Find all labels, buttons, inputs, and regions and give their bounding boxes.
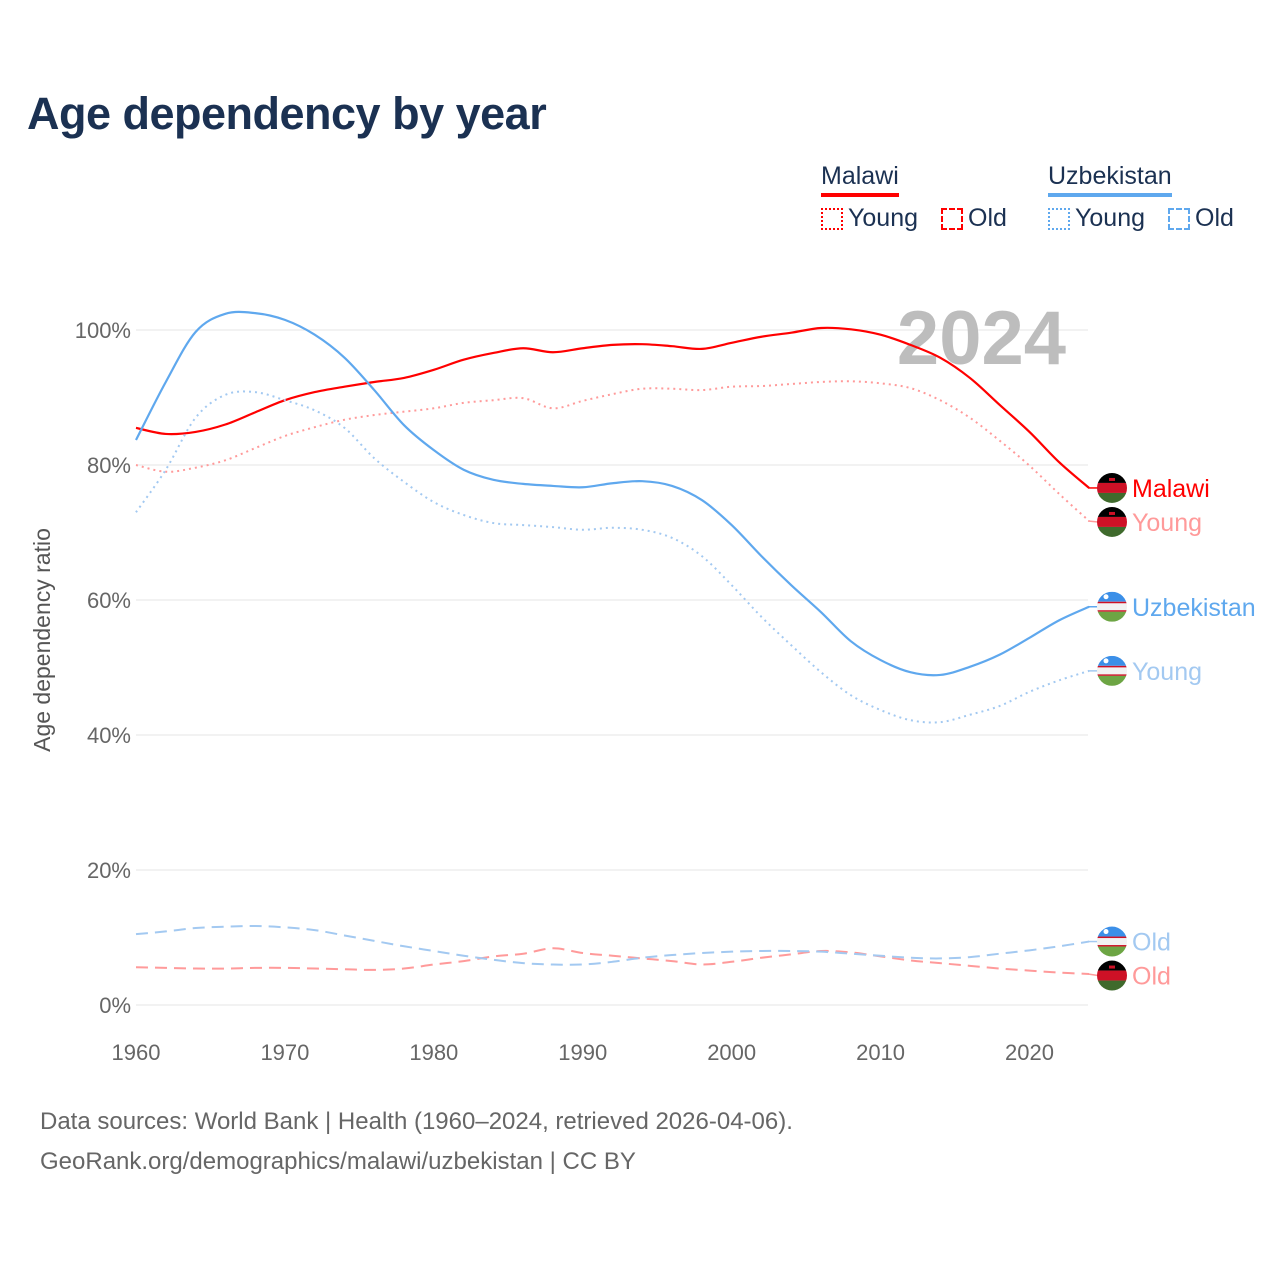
end-label-malawi-young: Young (1087, 506, 1202, 537)
flag-stripe (1097, 945, 1127, 947)
x-tick-label: 2000 (707, 1040, 756, 1065)
flag-sun (1109, 965, 1115, 969)
end-label-text: Young (1132, 658, 1202, 686)
y-tick-label: 0% (99, 993, 131, 1018)
legend-malawi-old[interactable]: Old (941, 204, 1007, 233)
flag-stripe (1097, 516, 1127, 527)
flag-stripe (1097, 526, 1127, 537)
flag-stripe (1097, 655, 1127, 666)
flag-stripe (1097, 970, 1127, 981)
x-tick-label: 2020 (1005, 1040, 1054, 1065)
y-axis-label: Age dependency ratio (29, 528, 55, 752)
uzbekistan-flag-icon (1097, 655, 1127, 686)
flag-moon (1103, 929, 1109, 935)
y-tick-label: 60% (87, 588, 131, 613)
flag-stripe (1097, 482, 1127, 493)
flag-stripe (1097, 601, 1127, 604)
series-line-malawi (135, 326, 1090, 489)
year-overlay: 2024 (897, 296, 1066, 381)
flag-stripe (1097, 665, 1127, 676)
end-label-uzbekistan: Uzbekistan (1088, 591, 1256, 622)
end-label-text: Old (1132, 929, 1171, 957)
legend-malawi[interactable]: Malawi (821, 162, 899, 197)
flag-stripe (1097, 610, 1127, 612)
flag-stripe (1097, 675, 1127, 686)
end-label-text: Malawi (1132, 475, 1210, 503)
y-tick-label: 40% (87, 723, 131, 748)
flag-stripe (1097, 936, 1127, 939)
legend-label: Old (968, 204, 1007, 232)
flag-stripe (1097, 674, 1127, 676)
x-tick-label: 1980 (409, 1040, 458, 1065)
chart-title: Age dependency by year (27, 88, 547, 139)
malawi-flag-icon (1097, 506, 1127, 537)
uzbekistan-flag-icon (1097, 926, 1127, 957)
series-line-uzbekistan-old (135, 925, 1090, 966)
malawi-flag-icon (1097, 960, 1127, 991)
flag-stripe (1097, 611, 1127, 622)
legend-uzbekistan-young[interactable]: Young (1048, 204, 1145, 233)
end-label-malawi-old: Old (1087, 960, 1171, 991)
legend-label: Young (1075, 204, 1145, 232)
flag-stripe (1097, 936, 1127, 947)
flag-stripe (1097, 591, 1127, 602)
x-tick-label: 2010 (856, 1040, 905, 1065)
end-label-text: Uzbekistan (1132, 594, 1256, 622)
dotted-swatch-icon (1048, 207, 1070, 230)
flag-stripe (1097, 980, 1127, 991)
source-line-2[interactable]: GeoRank.org/demographics/malawi/uzbekist… (40, 1148, 636, 1175)
x-tick-label: 1990 (558, 1040, 607, 1065)
legend-uzbekistan-old[interactable]: Old (1168, 204, 1234, 233)
flag-stripe (1097, 665, 1127, 668)
x-tick-label: 1970 (260, 1040, 309, 1065)
flag-sun (1109, 477, 1115, 481)
flag-stripe (1097, 926, 1127, 937)
legend-uzbekistan[interactable]: Uzbekistan (1048, 162, 1172, 197)
dashed-swatch-icon (941, 207, 963, 230)
end-label-malawi: Malawi (1088, 472, 1210, 503)
legend-label: Old (1195, 204, 1234, 232)
series-line-uzbekistan-young (135, 390, 1090, 724)
legend-label: Young (848, 204, 918, 232)
end-label-text: Young (1132, 509, 1202, 537)
leader-line (1087, 973, 1099, 977)
y-tick-label: 80% (87, 453, 131, 478)
flag-moon (1103, 658, 1109, 664)
malawi-flag-icon (1097, 472, 1127, 503)
end-label-uzbekistan-young: Young (1088, 655, 1202, 686)
series-line-malawi-old (135, 947, 1090, 975)
flag-sun (1109, 511, 1115, 515)
source-line-1: Data sources: World Bank | Health (1960–… (40, 1108, 793, 1135)
dotted-swatch-icon (821, 207, 843, 230)
legend-malawi-young[interactable]: Young (821, 204, 918, 233)
dashed-swatch-icon (1168, 207, 1190, 230)
end-label-text: Old (1132, 963, 1171, 991)
leader-line (1087, 520, 1099, 523)
flag-stripe (1097, 946, 1127, 957)
end-label-uzbekistan-old: Old (1088, 926, 1171, 957)
x-tick-label: 1960 (112, 1040, 161, 1065)
flag-stripe (1097, 492, 1127, 503)
uzbekistan-flag-icon (1097, 591, 1127, 622)
y-tick-label: 20% (87, 858, 131, 883)
flag-stripe (1097, 601, 1127, 612)
flag-moon (1103, 594, 1109, 600)
series-line-uzbekistan (135, 310, 1090, 677)
y-tick-label: 100% (75, 318, 131, 343)
